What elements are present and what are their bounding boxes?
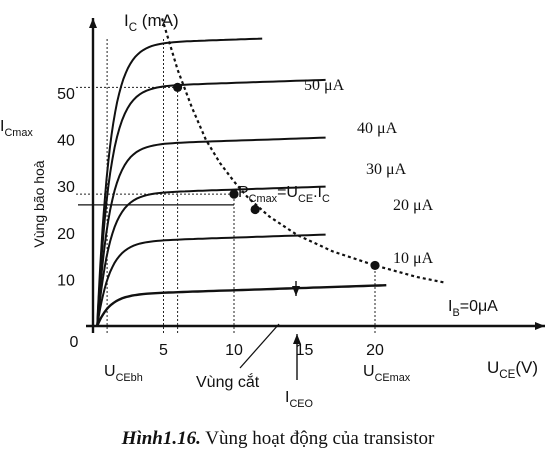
x-tick-label: 5	[159, 342, 168, 359]
labels: 50 μA 40 μA 30 μA 20 μA 10 μA IB=0μA PCmax=UCE…	[0, 77, 498, 410]
power-hyperbola	[161, 18, 446, 284]
y-axis-title: IC (mA)	[124, 11, 179, 34]
x-axis-title: UCE(V)	[487, 358, 538, 381]
series-label: 20 μA	[393, 197, 434, 214]
operating-point-marker	[250, 204, 260, 215]
origin-label: 0	[70, 334, 79, 351]
curve-10ua	[96, 233, 326, 327]
ucebh-label: UCEbh	[104, 363, 143, 384]
caption-label: Hình1.16.	[121, 428, 201, 449]
operating-point-marker	[370, 260, 380, 271]
caption-text: Vùng hoạt động của transistor	[205, 428, 435, 449]
series-label: 50 μA	[304, 77, 345, 94]
y-tick-label: 10	[57, 272, 75, 289]
series-label: 40 μA	[357, 120, 398, 137]
y-tick-label: 40	[57, 133, 75, 150]
iceo-label: ICEO	[285, 389, 313, 410]
axes: IC (mA) UCE(V) 10 20 30 40 50 5 10 15 20 0	[57, 11, 545, 381]
curve-ib-0	[96, 284, 387, 327]
cutoff-region-label: Vùng cắt	[196, 372, 260, 391]
pcmax-label: PCmax=UCE.IC	[238, 184, 330, 205]
icmax-label: ICmax	[0, 118, 33, 139]
figure-caption: Hình1.16. Vùng hoạt động của transistor	[0, 428, 556, 450]
y-tick-label: 50	[57, 86, 75, 103]
pcmax-curve	[161, 18, 446, 284]
curve-50ua	[96, 37, 263, 327]
y-tick-label: 30	[57, 179, 75, 196]
operating-point-marker	[229, 189, 239, 199]
x-tick-label: 20	[366, 342, 384, 359]
x-tick-label: 15	[296, 342, 314, 359]
x-tick-label: 10	[225, 342, 243, 359]
saturation-region-label: Vùng bão hoà	[31, 160, 47, 247]
series-label: 10 μA	[393, 250, 434, 267]
cutoff-leader-line	[239, 323, 280, 369]
series-label-ib0: IB=0μA	[448, 298, 498, 319]
characteristic-curves	[96, 37, 387, 327]
markers	[173, 82, 380, 271]
y-tick-label: 20	[57, 226, 75, 243]
operating-point-marker	[173, 82, 183, 93]
ucemax-label: UCEmax	[363, 363, 411, 384]
curve-30ua	[96, 136, 326, 327]
series-label: 30 μA	[366, 161, 407, 178]
curve-20ua	[96, 185, 326, 327]
curve-40ua	[96, 78, 326, 327]
